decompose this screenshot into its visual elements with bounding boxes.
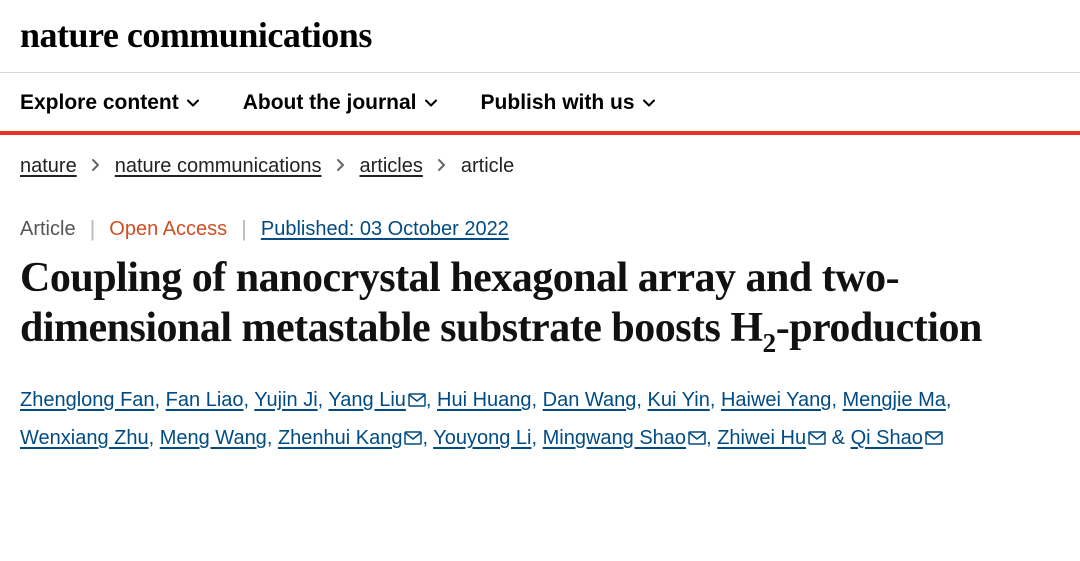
author-separator: , — [532, 389, 543, 411]
author-separator: , — [422, 427, 433, 449]
chevron-right-icon — [91, 156, 101, 177]
article-title: Coupling of nanocrystal hexagonal array … — [0, 248, 1080, 367]
article-meta: Article | Open Access | Published: 03 Oc… — [0, 192, 1080, 248]
author-link[interactable]: Zhenhui Kang — [278, 427, 403, 449]
author-link[interactable]: Yujin Ji — [254, 389, 317, 411]
author-link[interactable]: Zhiwei Hu — [717, 427, 806, 449]
chevron-down-icon — [425, 97, 437, 109]
breadcrumb-link[interactable]: articles — [360, 155, 423, 178]
journal-name: nature communications — [20, 14, 1060, 56]
author-link[interactable]: Kui Yin — [648, 389, 710, 411]
author-separator: , — [426, 389, 437, 411]
meta-divider: | — [241, 216, 247, 242]
mail-icon — [688, 431, 706, 445]
author-list: Zhenglong Fan, Fan Liao, Yujin Ji, Yang … — [0, 367, 1080, 477]
author-separator: , — [155, 389, 166, 411]
breadcrumb-link[interactable]: nature — [20, 155, 77, 178]
author-link[interactable]: Wenxiang Zhu — [20, 427, 149, 449]
mail-icon — [408, 393, 426, 407]
chevron-down-icon — [643, 97, 655, 109]
author-separator: & — [832, 427, 845, 449]
author-link[interactable]: Mingwang Shao — [543, 427, 686, 449]
author-link[interactable]: Dan Wang — [543, 389, 637, 411]
mail-icon — [404, 431, 422, 445]
publication-date[interactable]: Published: 03 October 2022 — [261, 218, 509, 241]
author-link[interactable]: Haiwei Yang — [721, 389, 831, 411]
main-nav: Explore content About the journal Publis… — [0, 72, 1080, 135]
chevron-down-icon — [187, 97, 199, 109]
article-type: Article — [20, 218, 76, 241]
author-separator: , — [831, 389, 842, 411]
nav-publish-with-us[interactable]: Publish with us — [481, 91, 655, 115]
author-separator: , — [244, 389, 255, 411]
author-link[interactable]: Yang Liu — [328, 389, 405, 411]
mail-icon — [808, 431, 826, 445]
nav-about-journal[interactable]: About the journal — [243, 91, 437, 115]
author-link[interactable]: Meng Wang — [160, 427, 267, 449]
author-separator: , — [267, 427, 278, 449]
author-separator: , — [318, 389, 329, 411]
chevron-right-icon — [437, 156, 447, 177]
site-header: nature communications — [0, 0, 1080, 72]
author-separator: , — [149, 427, 160, 449]
mail-icon — [925, 431, 943, 445]
breadcrumb-current: article — [461, 155, 514, 178]
open-access-label: Open Access — [109, 218, 227, 241]
nav-explore-content[interactable]: Explore content — [20, 91, 199, 115]
author-link[interactable]: Zhenglong Fan — [20, 389, 155, 411]
author-link[interactable]: Youyong Li — [433, 427, 531, 449]
author-separator: , — [946, 389, 952, 411]
author-link[interactable]: Mengjie Ma — [843, 389, 946, 411]
author-separator: , — [636, 389, 647, 411]
author-separator: , — [532, 427, 543, 449]
title-subscript: 2 — [763, 328, 776, 358]
chevron-right-icon — [336, 156, 346, 177]
meta-divider: | — [90, 216, 96, 242]
author-link[interactable]: Fan Liao — [166, 389, 244, 411]
title-text-post: -production — [776, 305, 982, 351]
nav-label: Publish with us — [481, 91, 635, 115]
breadcrumb: nature nature communications articles ar… — [0, 135, 1080, 192]
author-link[interactable]: Qi Shao — [851, 427, 923, 449]
author-link[interactable]: Hui Huang — [437, 389, 532, 411]
author-separator: , — [706, 427, 717, 449]
nav-label: About the journal — [243, 91, 417, 115]
nav-label: Explore content — [20, 91, 179, 115]
author-separator: , — [710, 389, 721, 411]
breadcrumb-link[interactable]: nature communications — [115, 155, 322, 178]
